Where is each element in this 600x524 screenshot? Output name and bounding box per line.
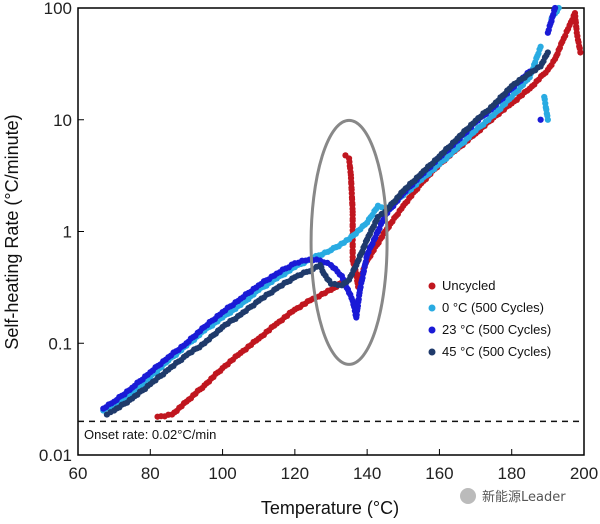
x-tick-label: 200	[570, 464, 598, 483]
data-point	[544, 49, 551, 56]
watermark: 新能源Leader	[460, 488, 566, 505]
data-points	[100, 4, 584, 420]
legend-entry: Uncycled	[442, 278, 495, 293]
y-tick-label: 10	[53, 111, 72, 130]
plot-frame	[77, 7, 585, 456]
y-tick-label: 100	[44, 0, 72, 18]
x-axis-ticks: 60 80 100 120 140 160 180 200	[69, 449, 598, 483]
data-point	[537, 43, 544, 50]
wechat-icon	[460, 488, 476, 504]
legend: Uncycled 0 °C (500 Cycles) 23 °C (500 Cycl…	[428, 278, 551, 359]
data-point	[537, 116, 544, 123]
y-tick-label: 1	[63, 223, 72, 242]
y-axis-label: Self-heating Rate (°C/minute)	[2, 114, 22, 349]
legend-entry: 23 °C (500 Cycles)	[442, 322, 551, 337]
legend-marker	[428, 348, 436, 356]
x-tick-label: 120	[281, 464, 309, 483]
x-tick-label: 80	[141, 464, 160, 483]
x-tick-label: 100	[208, 464, 236, 483]
x-axis-label: Temperature (°C)	[261, 498, 399, 518]
data-point	[577, 49, 584, 56]
y-tick-label: 0.01	[39, 446, 72, 465]
watermark-text: 新能源Leader	[482, 489, 566, 505]
y-tick-label: 0.1	[48, 334, 72, 353]
x-tick-label: 60	[69, 464, 88, 483]
legend-marker	[428, 326, 436, 334]
legend-marker	[428, 304, 436, 312]
legend-entry: 45 °C (500 Cycles)	[442, 344, 551, 359]
onset-threshold-label: Onset rate: 0.02°C/min	[84, 427, 216, 442]
data-point	[551, 4, 559, 12]
highlight-ellipse	[309, 118, 389, 366]
data-point	[544, 116, 551, 123]
legend-entry: 0 °C (500 Cycles)	[442, 300, 544, 315]
series-3	[103, 49, 551, 418]
x-tick-label: 160	[425, 464, 453, 483]
y-axis-ticks: 0.01 0.1 1 10 100	[39, 0, 84, 465]
x-tick-label: 140	[353, 464, 381, 483]
x-tick-label: 180	[498, 464, 526, 483]
legend-marker	[428, 282, 436, 290]
